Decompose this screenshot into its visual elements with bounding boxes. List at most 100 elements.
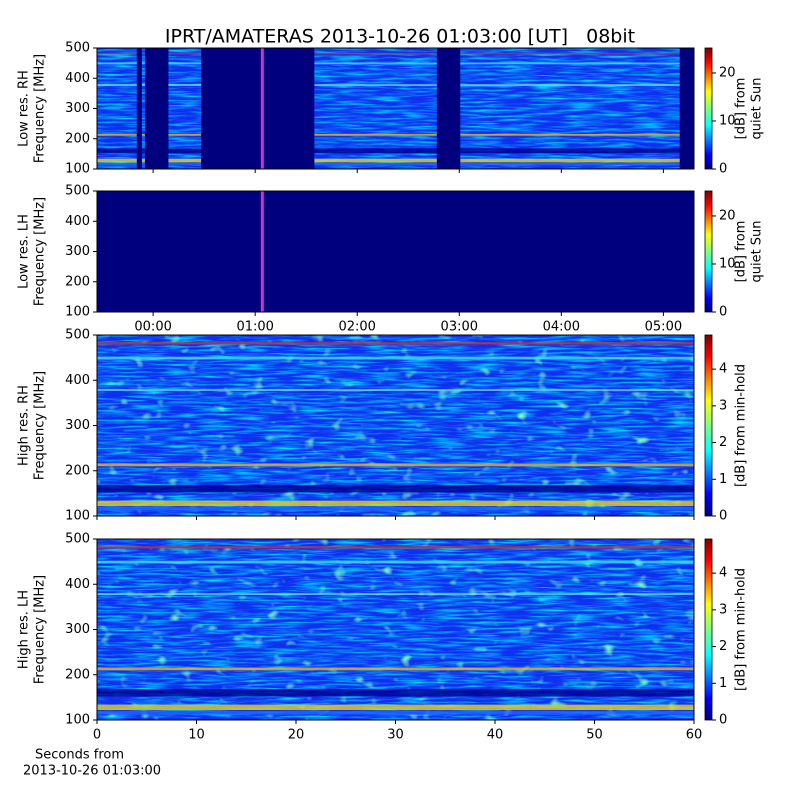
y-tick-label: 500 — [65, 532, 90, 547]
y-tick-label: 200 — [65, 667, 90, 682]
x-tick-label: 40 — [487, 728, 504, 743]
x-tick-label: 00:00 — [134, 320, 171, 335]
y-tick-label: 300 — [65, 101, 90, 116]
y-tick-label: 200 — [65, 131, 90, 146]
colorbar-label: [dB] from — [734, 221, 749, 283]
band — [97, 62, 694, 65]
y-tick-label: 500 — [65, 41, 90, 56]
y-tick-label: 100 — [65, 713, 90, 728]
chart-title: IPRT/AMATERAS 2013-10-26 01:03:00 [UT] 0… — [165, 26, 635, 48]
band — [97, 667, 694, 671]
y-axis-label: High res. RH — [17, 385, 32, 466]
colorbar-tick-label: 4 — [719, 362, 727, 377]
y-tick-label: 500 — [65, 328, 90, 343]
colorbar-label: [dB] from — [734, 78, 749, 140]
colorbar-tick-label: 4 — [719, 566, 727, 581]
x-tick-label: 05:00 — [645, 320, 682, 335]
x-tick-label: 03:00 — [441, 320, 478, 335]
band — [97, 342, 694, 345]
y-tick-label: 200 — [65, 463, 90, 478]
y-tick-label: 300 — [65, 244, 90, 259]
y-axis-label: Frequency [MHz] — [33, 371, 48, 480]
colorbar-tick-label: 0 — [719, 162, 727, 177]
y-axis-label: Frequency [MHz] — [33, 575, 48, 684]
band — [97, 148, 694, 154]
x-axis-label: 2013-10-26 01:03:00 — [23, 764, 161, 779]
x-tick-label: 0 — [93, 728, 101, 743]
colorbar-tick-label: 0 — [719, 713, 727, 728]
colorbar-tick-label: 10 — [719, 256, 736, 271]
y-tick-label: 300 — [65, 622, 90, 637]
colorbar-label: quiet Sun — [750, 220, 765, 282]
colorbar-label: [dB] from min-hold — [734, 568, 749, 691]
colorbar-tick-label: 2 — [719, 435, 727, 450]
band — [97, 389, 694, 391]
band — [97, 704, 694, 711]
colorbar-tick-label: 3 — [719, 398, 727, 413]
x-tick-label: 20 — [288, 728, 305, 743]
plot-area — [97, 335, 694, 516]
colorbar-tick-label: 20 — [719, 208, 736, 223]
no-data — [97, 191, 694, 312]
band — [97, 84, 694, 86]
x-tick-label: 60 — [686, 728, 703, 743]
plot-area — [97, 48, 694, 169]
plot-area — [97, 191, 694, 312]
colorbar-tick-label: 0 — [719, 305, 727, 320]
colorbar-tick-label: 1 — [719, 472, 727, 487]
colorbar-tick-label: 3 — [719, 602, 727, 617]
y-tick-label: 400 — [65, 214, 90, 229]
band — [97, 506, 694, 511]
x-tick-label: 50 — [586, 728, 603, 743]
band — [97, 485, 694, 493]
band — [97, 162, 694, 166]
y-tick-label: 400 — [65, 373, 90, 388]
x-tick-label: 10 — [188, 728, 205, 743]
no-data — [201, 48, 315, 169]
band — [97, 52, 694, 55]
colorbar — [704, 47, 713, 170]
y-tick-label: 100 — [65, 509, 90, 524]
no-data — [679, 48, 694, 169]
colorbar-label: [dB] from min-hold — [734, 364, 749, 487]
x-axis-label: Seconds from — [35, 748, 124, 763]
no-data — [436, 48, 461, 169]
y-tick-label: 200 — [65, 274, 90, 289]
y-axis-label: High res. LH — [17, 590, 32, 669]
colorbar-tick-label: 0 — [719, 509, 727, 524]
plot-area — [97, 539, 694, 720]
colorbar-tick-label: 1 — [719, 676, 727, 691]
band — [97, 158, 694, 163]
y-axis-label: Frequency [MHz] — [33, 54, 48, 163]
y-axis-label: Frequency [MHz] — [33, 197, 48, 306]
band — [97, 546, 694, 549]
colorbar — [704, 334, 713, 517]
band — [97, 689, 694, 697]
y-tick-label: 400 — [65, 71, 90, 86]
y-axis-label: Low res. LH — [17, 214, 32, 289]
y-tick-label: 100 — [65, 305, 90, 320]
x-tick-label: 04:00 — [543, 320, 580, 335]
x-tick-label: 01:00 — [236, 320, 273, 335]
no-data — [136, 48, 142, 169]
no-data — [144, 48, 169, 169]
colorbar — [704, 190, 713, 313]
band — [97, 710, 694, 715]
band — [97, 500, 694, 507]
band — [97, 593, 694, 595]
colorbar-tick-label: 2 — [719, 639, 727, 654]
colorbar — [704, 538, 713, 721]
y-tick-label: 100 — [65, 162, 90, 177]
y-tick-label: 300 — [65, 418, 90, 433]
colorbar-tick-label: 20 — [719, 65, 736, 80]
band — [97, 560, 694, 564]
colorbar-tick-label: 10 — [719, 113, 736, 128]
band — [97, 463, 694, 467]
band — [97, 356, 694, 360]
x-tick-label: 02:00 — [338, 320, 375, 335]
x-tick-label: 30 — [387, 728, 404, 743]
y-tick-label: 400 — [65, 577, 90, 592]
y-tick-label: 500 — [65, 184, 90, 199]
band — [97, 133, 694, 136]
